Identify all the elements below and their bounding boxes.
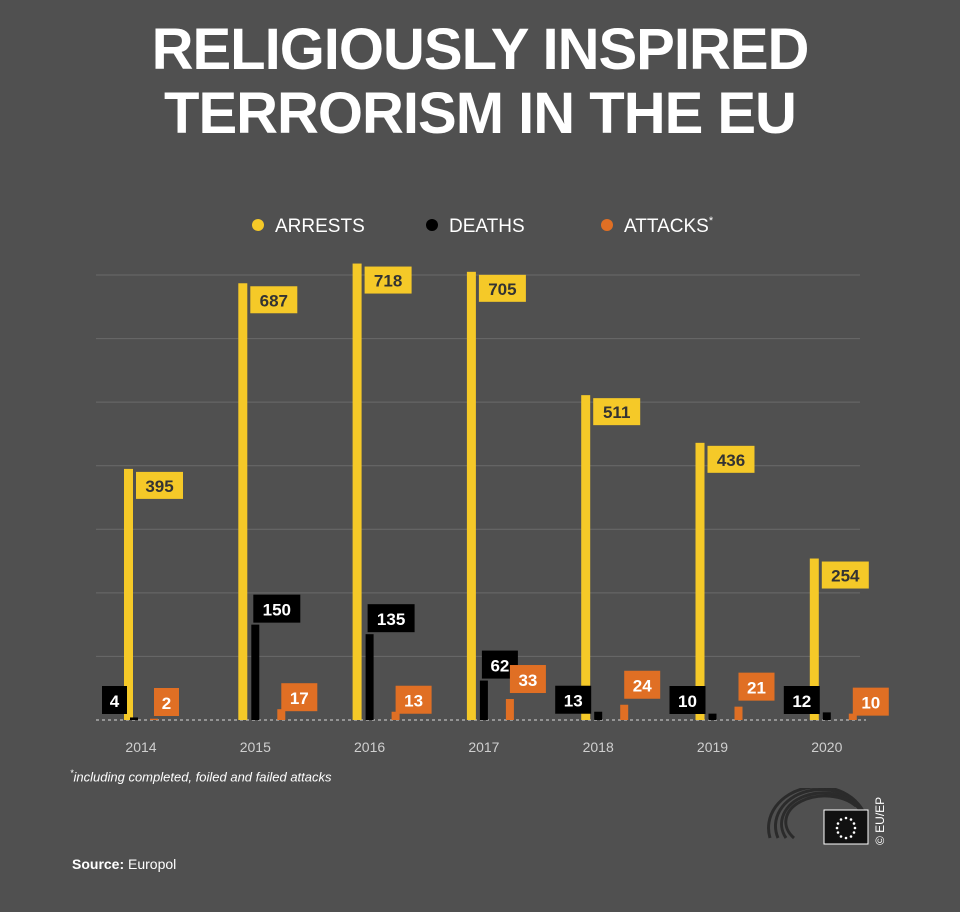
x-tick-label-2015: 2015 <box>240 739 271 755</box>
bar-attacks-2016 <box>391 711 400 720</box>
bar-attacks-2020 <box>848 713 857 720</box>
label-box-arrests-2019 <box>707 445 755 473</box>
hemicycle-arc-2 <box>773 788 866 839</box>
x-tick-label-2018: 2018 <box>583 739 614 755</box>
data-label-attacks-2015: 17 <box>290 689 309 708</box>
data-label-deaths-2017: 62 <box>490 657 509 676</box>
data-label-arrests-2018: 511 <box>603 403 630 422</box>
label-box-attacks-2018 <box>624 670 661 699</box>
bar-arrests-2019 <box>695 442 705 720</box>
source: Source: Europol <box>72 856 176 872</box>
title-line-2: TERRORISM IN THE EU <box>164 81 797 146</box>
data-label-arrests-2020: 254 <box>831 567 860 586</box>
legend-footnote-marker: * <box>709 215 714 227</box>
label-box-attacks-2017 <box>509 665 546 694</box>
bar-arrests-2014 <box>124 468 133 720</box>
legend-marker-attacks <box>601 219 613 231</box>
data-label-arrests-2016: 718 <box>374 272 402 291</box>
legend-label-deaths: DEATHS <box>449 216 525 237</box>
bar-attacks-2019 <box>734 706 743 720</box>
data-label-attacks-2014: 2 <box>162 694 171 713</box>
bar-attacks-2014 <box>150 718 158 720</box>
label-box-deaths-2016 <box>367 604 415 633</box>
label-box-attacks-2014 <box>154 688 179 716</box>
bar-arrests-2017 <box>466 271 476 720</box>
label-box-arrests-2017 <box>478 274 526 302</box>
data-label-attacks-2020: 10 <box>861 694 880 713</box>
bar-deaths-2016 <box>365 634 374 720</box>
x-tick-label-2019: 2019 <box>697 739 728 755</box>
x-tick-label-2020: 2020 <box>811 739 842 755</box>
footnote-text: including completed, foiled and failed a… <box>73 769 332 785</box>
data-label-deaths-2015: 150 <box>263 601 291 620</box>
chart-title: RELIGIOUSLY INSPIRED TERRORISM IN THE EU <box>0 18 960 146</box>
data-label-attacks-2016: 13 <box>404 692 423 711</box>
x-tick-label-2014: 2014 <box>125 739 156 755</box>
bar-deaths-2018 <box>594 711 603 720</box>
bar-attacks-2017 <box>505 699 514 720</box>
label-box-arrests-2016 <box>364 266 412 294</box>
data-label-attacks-2019: 21 <box>747 679 766 698</box>
eu-stars-icon <box>835 816 857 840</box>
data-label-attacks-2018: 24 <box>633 677 652 696</box>
data-label-arrests-2019: 436 <box>717 451 745 470</box>
bar-deaths-2019 <box>708 713 717 720</box>
data-label-arrests-2017: 705 <box>488 280 516 299</box>
data-label-deaths-2018: 13 <box>564 692 583 711</box>
label-box-deaths-2018 <box>555 685 592 714</box>
label-box-arrests-2018 <box>593 398 641 426</box>
label-box-deaths-2020 <box>783 686 820 714</box>
label-box-attacks-2015 <box>281 683 318 712</box>
bar-deaths-2014 <box>130 717 138 720</box>
legend-marker-deaths <box>426 219 438 231</box>
label-box-attacks-2016 <box>395 685 432 714</box>
bar-deaths-2017 <box>479 680 488 720</box>
bar-arrests-2015 <box>238 283 248 720</box>
label-box-deaths-2015 <box>253 594 301 623</box>
data-label-deaths-2014: 4 <box>110 692 120 711</box>
label-box-arrests-2015 <box>250 286 298 314</box>
data-label-deaths-2020: 12 <box>792 692 811 711</box>
source-label: Source: <box>72 856 125 872</box>
label-box-arrests-2014 <box>136 471 183 499</box>
bar-arrests-2016 <box>352 263 362 720</box>
data-label-arrests-2015: 687 <box>260 291 288 310</box>
bar-arrests-2020 <box>809 558 819 720</box>
label-box-attacks-2020 <box>852 687 889 716</box>
bar-attacks-2018 <box>620 704 629 720</box>
label-box-deaths-2014 <box>102 686 127 714</box>
label-box-deaths-2019 <box>669 686 706 714</box>
footnote: *including completed, foiled and failed … <box>70 768 332 784</box>
x-tick-label-2017: 2017 <box>468 739 499 755</box>
data-label-attacks-2017: 33 <box>518 671 537 690</box>
credit: © EU/EP <box>873 796 887 845</box>
label-box-arrests-2020 <box>821 561 869 589</box>
legend-label-arrests: ARRESTS <box>275 216 365 237</box>
footnote-marker: * <box>70 768 74 778</box>
legend-marker-arrests <box>252 219 264 231</box>
source-value: Europol <box>128 856 177 872</box>
x-tick-label-2016: 2016 <box>354 739 385 755</box>
legend-label-attacks: ATTACKS* <box>624 215 714 237</box>
european-parliament-logo <box>767 788 869 845</box>
bar-arrests-2018 <box>581 395 591 720</box>
data-label-arrests-2014: 395 <box>145 477 173 496</box>
bar-attacks-2015 <box>277 709 286 720</box>
bar-deaths-2020 <box>822 712 831 720</box>
label-box-attacks-2019 <box>738 672 775 701</box>
title-line-1: RELIGIOUSLY INSPIRED <box>151 17 810 82</box>
hemicycle-arc-4 <box>784 794 857 840</box>
bar-deaths-2015 <box>251 624 260 720</box>
data-label-deaths-2019: 10 <box>678 692 697 711</box>
data-label-deaths-2016: 135 <box>377 610 405 629</box>
